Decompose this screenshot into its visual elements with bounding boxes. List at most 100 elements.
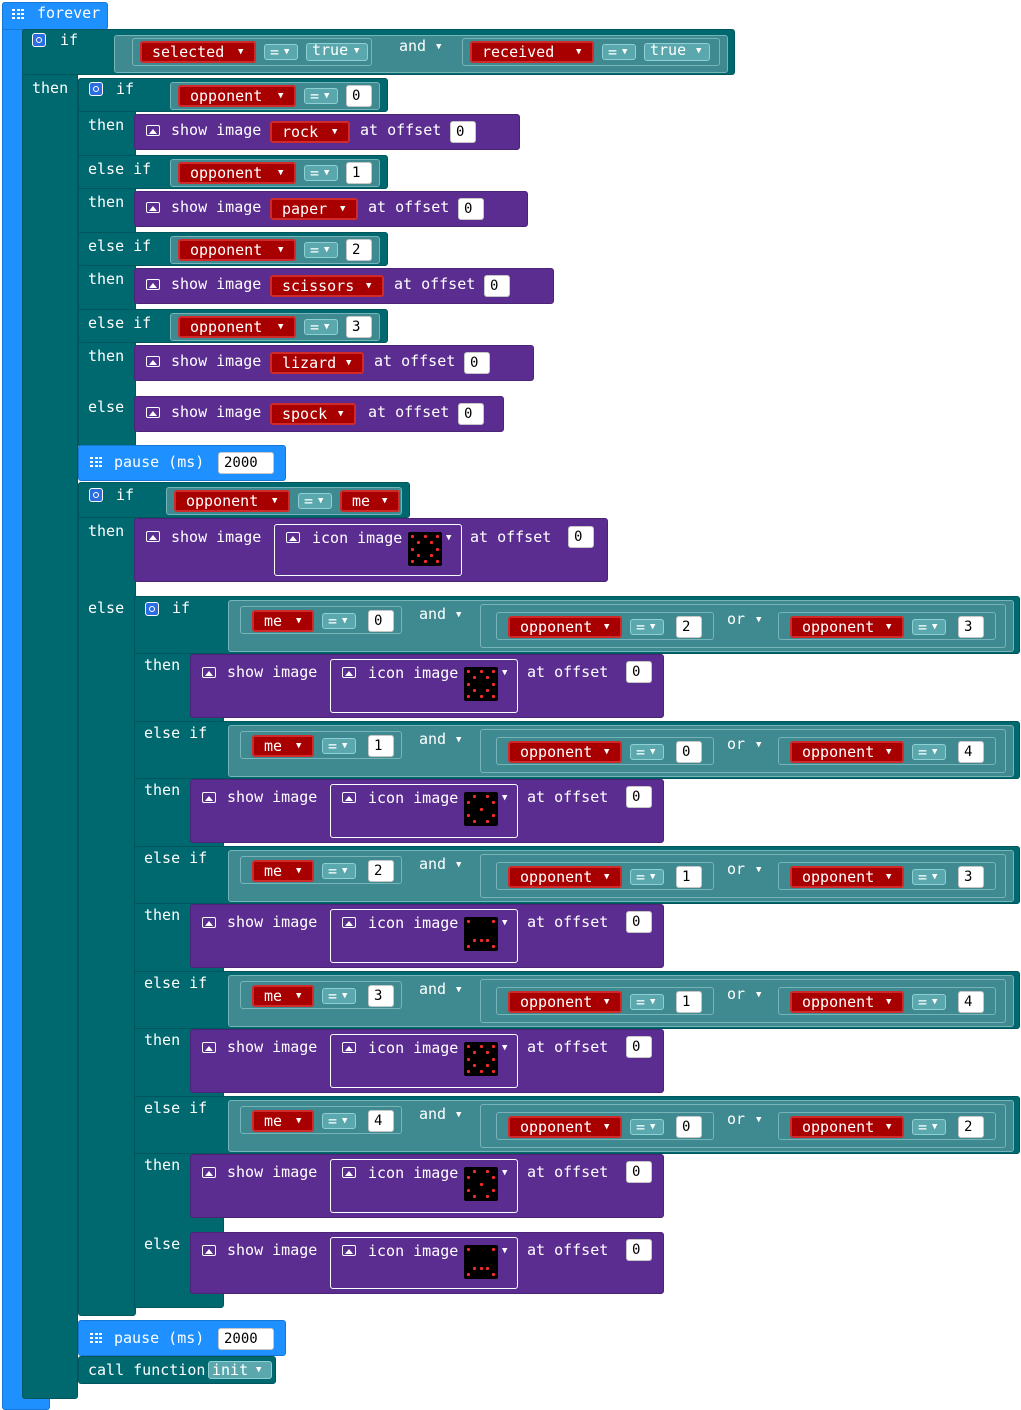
- variable-dropdown[interactable]: [790, 866, 904, 888]
- offset-field[interactable]: [464, 352, 490, 374]
- image-icon: [202, 917, 216, 928]
- offset-field[interactable]: [626, 1036, 652, 1058]
- number-field[interactable]: [958, 1116, 984, 1138]
- number-field[interactable]: [368, 985, 394, 1007]
- equals-operator[interactable]: [322, 1113, 356, 1129]
- equals-operator[interactable]: [304, 88, 338, 104]
- image-icon: [342, 917, 356, 928]
- variable-dropdown[interactable]: [470, 41, 594, 63]
- equals-operator[interactable]: [630, 869, 664, 885]
- tie-if-body[interactable]: [78, 482, 136, 1316]
- boolean-dropdown[interactable]: [644, 43, 710, 61]
- number-field[interactable]: [676, 991, 702, 1013]
- boolean-dropdown[interactable]: [306, 43, 368, 61]
- number-field[interactable]: [368, 860, 394, 882]
- number-field[interactable]: [958, 616, 984, 638]
- offset-field[interactable]: [450, 121, 476, 143]
- equals-operator[interactable]: [630, 619, 664, 635]
- number-field[interactable]: [368, 610, 394, 632]
- number-field[interactable]: [368, 735, 394, 757]
- variable-dropdown[interactable]: [174, 490, 290, 512]
- forever-block-header[interactable]: [2, 2, 108, 30]
- dropdown-arrow-icon: ▼: [354, 46, 360, 56]
- variable-dropdown[interactable]: [252, 1110, 314, 1132]
- number-field[interactable]: [676, 866, 702, 888]
- equals-operator[interactable]: [912, 619, 946, 635]
- number-field[interactable]: [676, 616, 702, 638]
- number-field[interactable]: [346, 316, 372, 338]
- function-name: init: [212, 1361, 249, 1379]
- variable-dropdown[interactable]: [252, 860, 314, 882]
- equals-operator[interactable]: [322, 738, 356, 754]
- variable-dropdown[interactable]: [178, 85, 296, 107]
- equals-operator[interactable]: [912, 994, 946, 1010]
- equals-operator[interactable]: [304, 242, 338, 258]
- variable-dropdown[interactable]: [252, 985, 314, 1007]
- offset-field[interactable]: [626, 661, 652, 683]
- image-dropdown[interactable]: [270, 198, 358, 220]
- image-dropdown[interactable]: [270, 275, 384, 297]
- offset-field[interactable]: [626, 911, 652, 933]
- equals-operator[interactable]: [630, 1119, 664, 1135]
- variable-dropdown[interactable]: [508, 741, 622, 763]
- number-field[interactable]: [346, 239, 372, 261]
- variable-dropdown[interactable]: [790, 741, 904, 763]
- equals-operator[interactable]: [602, 44, 636, 60]
- equals-operator[interactable]: [264, 44, 298, 60]
- image-dropdown[interactable]: [270, 121, 350, 143]
- equals-operator[interactable]: [912, 744, 946, 760]
- equals-operator[interactable]: [912, 1119, 946, 1135]
- variable-dropdown[interactable]: [140, 41, 256, 63]
- number-field[interactable]: [346, 162, 372, 184]
- gear-icon[interactable]: [89, 82, 103, 96]
- variable-dropdown[interactable]: [252, 610, 314, 632]
- variable-dropdown[interactable]: [508, 991, 622, 1013]
- variable-dropdown[interactable]: [178, 239, 296, 261]
- call-function-block[interactable]: [78, 1356, 276, 1384]
- equals-operator[interactable]: [322, 863, 356, 879]
- image-dropdown[interactable]: [270, 403, 356, 425]
- equals-operator[interactable]: [322, 613, 356, 629]
- number-field[interactable]: [958, 991, 984, 1013]
- gear-icon[interactable]: [145, 602, 159, 616]
- equals-operator[interactable]: [304, 165, 338, 181]
- equals-operator[interactable]: [298, 493, 332, 509]
- offset-field[interactable]: [626, 1161, 652, 1183]
- number-field[interactable]: [676, 741, 702, 763]
- equals-operator[interactable]: [912, 869, 946, 885]
- equals-operator[interactable]: [630, 744, 664, 760]
- variable-dropdown[interactable]: [790, 1116, 904, 1138]
- offset-field[interactable]: [458, 403, 484, 425]
- variable-dropdown[interactable]: [508, 616, 622, 638]
- variable-dropdown[interactable]: [790, 991, 904, 1013]
- offset-field[interactable]: [626, 786, 652, 808]
- equals-operator[interactable]: [322, 988, 356, 1004]
- outer-if-body[interactable]: [22, 29, 78, 1399]
- offset-field[interactable]: [626, 1239, 652, 1261]
- variable-dropdown[interactable]: [178, 316, 296, 338]
- number-field[interactable]: [368, 1110, 394, 1132]
- offset-field[interactable]: [484, 275, 510, 297]
- variable-dropdown[interactable]: [252, 735, 314, 757]
- variable-dropdown[interactable]: [508, 1116, 622, 1138]
- number-field[interactable]: [346, 85, 372, 107]
- pause-ms-field[interactable]: [218, 1328, 274, 1350]
- variable-dropdown[interactable]: [340, 490, 400, 512]
- offset-field[interactable]: [568, 526, 594, 548]
- variable-dropdown[interactable]: [508, 866, 622, 888]
- gear-icon[interactable]: [89, 488, 103, 502]
- function-dropdown[interactable]: [208, 1361, 272, 1379]
- equals-operator[interactable]: [630, 994, 664, 1010]
- equals-operator[interactable]: [304, 319, 338, 335]
- pause-ms-field[interactable]: [218, 452, 274, 474]
- number-field[interactable]: [676, 1116, 702, 1138]
- image-dropdown[interactable]: [270, 352, 364, 374]
- variable-dropdown[interactable]: [178, 162, 296, 184]
- show-image-label: show image: [227, 1038, 318, 1056]
- variable-dropdown[interactable]: [790, 616, 904, 638]
- number-field[interactable]: [958, 741, 984, 763]
- gear-icon[interactable]: [32, 33, 46, 47]
- offset-field[interactable]: [458, 198, 484, 220]
- number-field[interactable]: [958, 866, 984, 888]
